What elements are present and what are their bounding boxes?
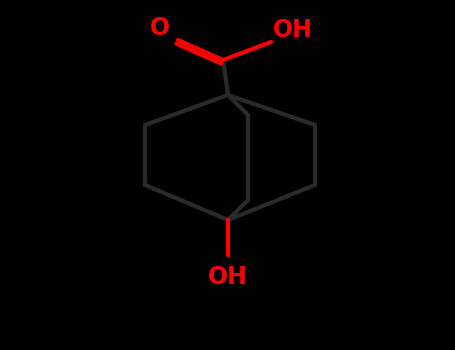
Text: O: O (150, 16, 170, 40)
Text: OH: OH (208, 265, 248, 289)
Text: OH: OH (273, 18, 313, 42)
